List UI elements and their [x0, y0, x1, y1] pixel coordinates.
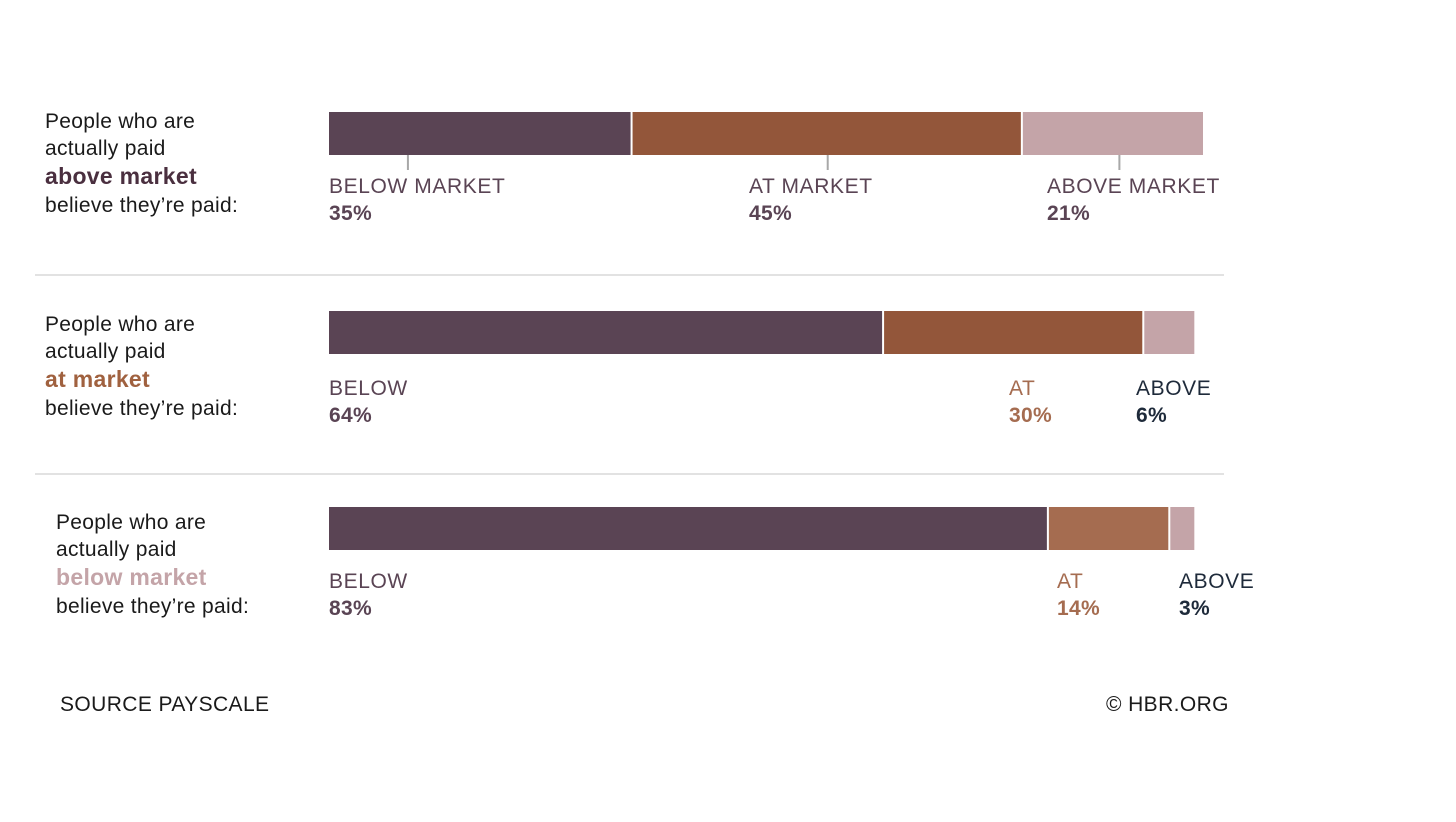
row-label-emphasis: at market	[45, 366, 150, 392]
segment-label-below: BELOW	[329, 377, 408, 400]
bar-segment-at	[632, 112, 1021, 155]
row-label-line-4: believe they’re paid:	[45, 397, 238, 420]
segment-label-at: AT MARKET	[749, 175, 873, 198]
bar-segment-below	[329, 507, 1047, 550]
data-label-at: 14%	[1057, 597, 1100, 620]
data-label-at: 45%	[749, 202, 792, 225]
row-label-line-2: actually paid	[45, 340, 166, 363]
bar-segment-above	[1170, 507, 1195, 550]
data-label-above: 21%	[1047, 202, 1090, 225]
segment-label-above: ABOVE MARKET	[1047, 175, 1220, 198]
data-label-above: 3%	[1179, 597, 1210, 620]
bar-segment-at	[884, 311, 1143, 354]
bar-segment-below	[329, 112, 631, 155]
data-label-below: 83%	[329, 597, 372, 620]
segment-label-above: ABOVE	[1179, 570, 1254, 593]
row-label-line-4: believe they’re paid:	[45, 194, 238, 217]
bar-segment-above	[1022, 112, 1203, 155]
bar-segment-at	[1048, 507, 1169, 550]
data-label-above: 6%	[1136, 404, 1167, 427]
source-note: SOURCE PAYSCALE	[60, 693, 270, 716]
data-label-below: 64%	[329, 404, 372, 427]
segment-label-above: ABOVE	[1136, 377, 1211, 400]
segment-label-below: BELOW MARKET	[329, 175, 505, 198]
row-label-line-1: People who are	[45, 110, 195, 133]
row-label-emphasis: above market	[45, 163, 197, 189]
segment-label-below: BELOW	[329, 570, 408, 593]
segment-label-at: AT	[1057, 570, 1083, 593]
data-label-below: 35%	[329, 202, 372, 225]
row-label-emphasis: below market	[56, 564, 207, 590]
row-label-line-2: actually paid	[45, 137, 166, 160]
bar-segment-below	[329, 311, 883, 354]
segment-label-at: AT	[1009, 377, 1035, 400]
row-label-line-4: believe they’re paid:	[56, 595, 249, 618]
row-label-line-1: People who are	[45, 313, 195, 336]
row-label-line-2: actually paid	[56, 538, 177, 561]
copyright-credit: © HBR.ORG	[1106, 693, 1229, 716]
data-label-at: 30%	[1009, 404, 1052, 427]
bar-segment-above	[1144, 311, 1195, 354]
row-label-line-1: People who are	[56, 511, 206, 534]
